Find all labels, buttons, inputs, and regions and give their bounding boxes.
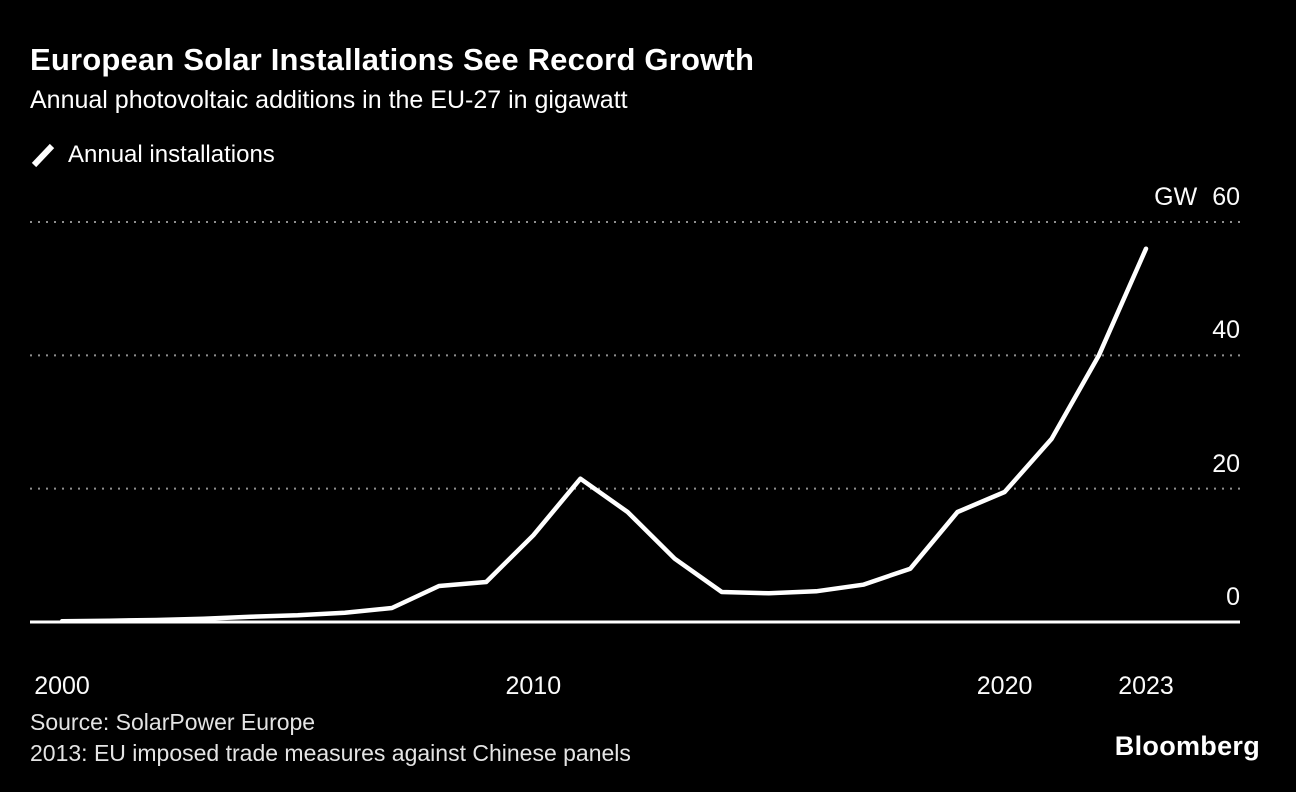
line-swatch-icon bbox=[30, 142, 56, 168]
legend-label: Annual installations bbox=[68, 141, 275, 168]
bloomberg-logo: Bloomberg bbox=[1114, 731, 1260, 761]
y-axis-unit: GW bbox=[1154, 183, 1198, 211]
y-tick-label: 20 bbox=[1212, 450, 1240, 479]
y-tick-value: 0 bbox=[1226, 583, 1240, 611]
x-tick-label: 2010 bbox=[505, 672, 562, 700]
x-tick-label: 2020 bbox=[976, 672, 1033, 700]
y-tick-label: 0 bbox=[1226, 583, 1240, 612]
x-tick-label: 2000 bbox=[34, 672, 90, 700]
y-tick-value: 20 bbox=[1212, 449, 1240, 478]
y-tick-label: GW 60 bbox=[1154, 183, 1240, 212]
y-tick-value: 60 bbox=[1212, 183, 1240, 211]
annual-installations-line bbox=[59, 246, 1149, 624]
footer: Source: SolarPower Europe 2013: EU impos… bbox=[30, 707, 631, 769]
legend: Annual installations bbox=[30, 141, 275, 169]
annotation-note: 2013: EU imposed trade measures against … bbox=[30, 740, 631, 766]
y-tick-value: 40 bbox=[1212, 316, 1240, 345]
chart-title: European Solar Installations See Record … bbox=[30, 42, 755, 77]
y-tick-label: 40 bbox=[1212, 316, 1240, 345]
source-note: Source: SolarPower Europe bbox=[30, 709, 316, 735]
x-tick-label: 2023 bbox=[1118, 672, 1174, 700]
chart-subtitle: Annual photovoltaic additions in the EU-… bbox=[30, 86, 628, 114]
